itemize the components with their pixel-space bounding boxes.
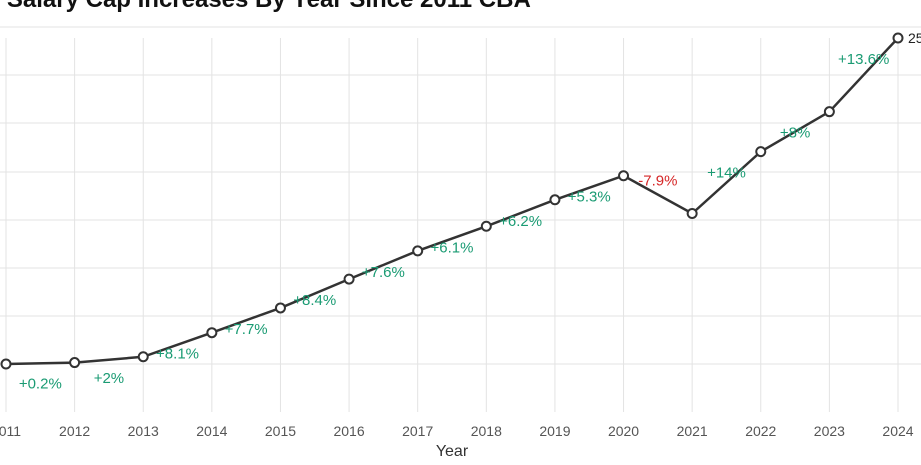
change-label-2022: +14% <box>707 165 746 182</box>
x-tick-label: 2017 <box>402 423 433 439</box>
series-line <box>5 37 899 366</box>
change-label-2014: +8.1% <box>156 346 199 363</box>
x-tick-label: 2014 <box>196 423 227 439</box>
x-tick-label: 2020 <box>608 423 639 439</box>
change-labels: +0.2% +2% +8.1% +7.7% +8.4% +7.6% +6.1% +6.2% +5… <box>19 51 890 393</box>
data-point-2023 <box>823 106 835 118</box>
change-label-2013: +2% <box>94 370 124 387</box>
x-tick-label: 2016 <box>333 423 364 439</box>
change-label-2021: -7.9% <box>638 173 677 190</box>
data-points <box>0 32 904 370</box>
change-label-2024: +13.6% <box>838 51 889 68</box>
x-axis-title: Year <box>436 443 469 460</box>
data-point-2020 <box>618 170 630 182</box>
change-label-2018: +6.1% <box>431 239 474 256</box>
x-tick-label: 2024 <box>882 423 913 439</box>
change-label-2015: +7.7% <box>225 321 268 338</box>
data-point-2017 <box>412 245 424 257</box>
x-tick-label: 2019 <box>539 423 570 439</box>
change-label-2019: +6.2% <box>499 213 542 230</box>
x-tick-label: 2023 <box>814 423 845 439</box>
change-label-2023: +8% <box>780 125 810 142</box>
data-point-2011 <box>0 358 12 370</box>
data-point-2024 <box>892 32 904 44</box>
change-label-2016: +8.4% <box>293 292 336 309</box>
x-axis-ticks: 2011 2012 2013 2014 2015 2016 2017 2018 2019 2020… <box>0 423 914 439</box>
data-point-2012 <box>69 357 81 369</box>
data-point-2018 <box>480 220 492 232</box>
grid <box>0 26 921 412</box>
change-label-2017: +7.6% <box>362 264 405 281</box>
x-tick-label: 2018 <box>471 423 502 439</box>
x-tick-label: 2011 <box>0 423 21 439</box>
x-tick-label: 2021 <box>677 423 708 439</box>
data-point-2016 <box>343 273 355 285</box>
change-label-2012: +0.2% <box>19 376 62 393</box>
x-tick-label: 2022 <box>745 423 776 439</box>
data-point-2013 <box>137 351 149 363</box>
chart-title: NFL Salary Cap Increases By Year Since 2… <box>0 0 531 14</box>
change-label-2020: +5.3% <box>568 189 611 206</box>
data-point-2021 <box>686 208 698 220</box>
x-tick-label: 2012 <box>59 423 90 439</box>
end-value-label: 25 <box>908 30 921 46</box>
data-point-2015 <box>274 302 286 314</box>
x-tick-label: 2013 <box>128 423 159 439</box>
data-point-2019 <box>549 194 561 206</box>
data-point-2014 <box>206 327 218 339</box>
x-tick-label: 2015 <box>265 423 296 439</box>
data-point-2022 <box>755 146 767 158</box>
